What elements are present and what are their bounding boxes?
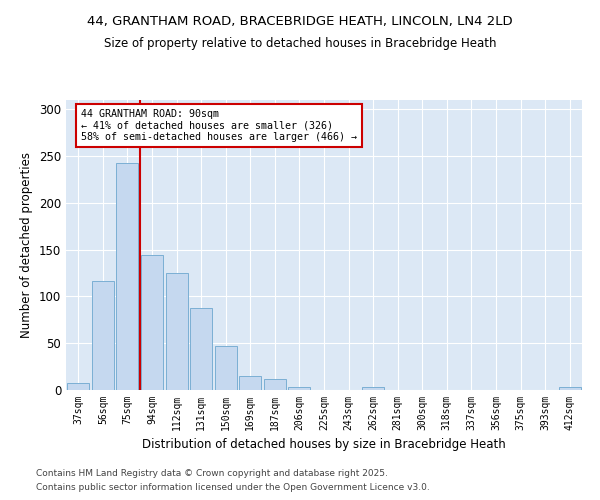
Bar bbox=[116, 162, 139, 390]
Bar bbox=[215, 346, 237, 390]
X-axis label: Distribution of detached houses by size in Bracebridge Heath: Distribution of detached houses by size … bbox=[142, 438, 506, 452]
Bar bbox=[141, 256, 163, 390]
Bar bbox=[289, 387, 310, 390]
Bar bbox=[190, 308, 212, 390]
Text: 44 GRANTHAM ROAD: 90sqm
← 41% of detached houses are smaller (326)
58% of semi-d: 44 GRANTHAM ROAD: 90sqm ← 41% of detache… bbox=[82, 108, 358, 142]
Bar bbox=[166, 273, 188, 390]
Text: 44, GRANTHAM ROAD, BRACEBRIDGE HEATH, LINCOLN, LN4 2LD: 44, GRANTHAM ROAD, BRACEBRIDGE HEATH, LI… bbox=[87, 15, 513, 28]
Bar bbox=[92, 282, 114, 390]
Bar bbox=[264, 379, 286, 390]
Y-axis label: Number of detached properties: Number of detached properties bbox=[20, 152, 34, 338]
Bar bbox=[362, 387, 384, 390]
Bar bbox=[239, 376, 262, 390]
Bar bbox=[67, 382, 89, 390]
Text: Size of property relative to detached houses in Bracebridge Heath: Size of property relative to detached ho… bbox=[104, 38, 496, 51]
Text: Contains HM Land Registry data © Crown copyright and database right 2025.: Contains HM Land Registry data © Crown c… bbox=[36, 468, 388, 477]
Text: Contains public sector information licensed under the Open Government Licence v3: Contains public sector information licen… bbox=[36, 484, 430, 492]
Bar bbox=[559, 387, 581, 390]
